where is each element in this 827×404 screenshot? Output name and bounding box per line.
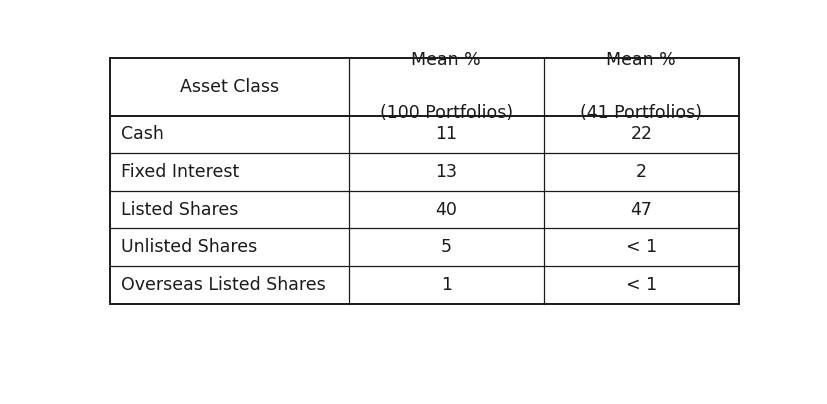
Text: Listed Shares: Listed Shares [122,200,238,219]
Text: < 1: < 1 [625,238,656,256]
Text: 5: 5 [440,238,452,256]
Text: Cash: Cash [122,125,164,143]
Text: Overseas Listed Shares: Overseas Listed Shares [122,276,326,294]
Text: 13: 13 [435,163,457,181]
Text: 47: 47 [629,200,652,219]
Text: Fixed Interest: Fixed Interest [122,163,240,181]
Text: 1: 1 [440,276,452,294]
Text: 40: 40 [435,200,457,219]
Text: Mean %

(41 Portfolios): Mean % (41 Portfolios) [580,51,701,122]
Text: Mean %

(100 Portfolios): Mean % (100 Portfolios) [380,51,512,122]
Text: 2: 2 [635,163,646,181]
Text: 11: 11 [435,125,457,143]
Text: 22: 22 [629,125,652,143]
Text: Asset Class: Asset Class [179,78,279,96]
Text: < 1: < 1 [625,276,656,294]
Text: Unlisted Shares: Unlisted Shares [122,238,257,256]
